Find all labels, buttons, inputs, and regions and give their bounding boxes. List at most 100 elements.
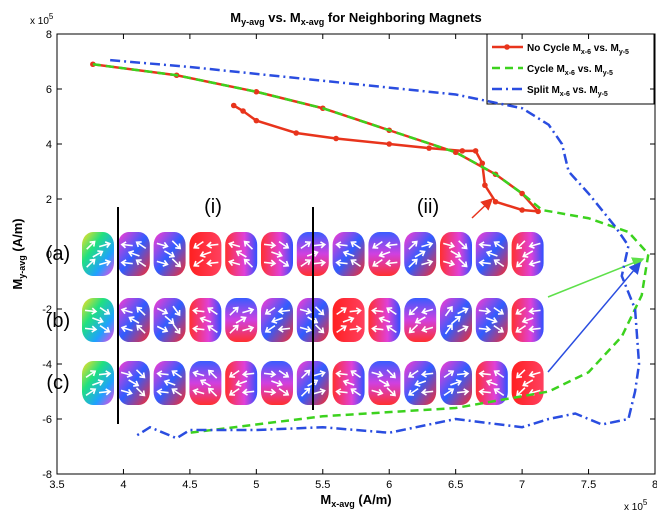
magnet-arrow xyxy=(457,307,469,315)
x-tick-label: 5 xyxy=(253,479,259,491)
magnet-arrow xyxy=(228,259,241,267)
magnet-arrow xyxy=(229,324,239,334)
magnet-arrow xyxy=(522,379,534,387)
magnet-arrow xyxy=(271,380,283,387)
point xyxy=(492,198,499,205)
magnet-arrow xyxy=(456,370,470,378)
magnet-arrow xyxy=(271,317,283,324)
magnet-arrow xyxy=(457,325,469,333)
magnet-arrow xyxy=(193,240,204,249)
magnet-arrow xyxy=(420,388,434,396)
y-tick-label: 0 xyxy=(46,249,52,261)
magnet-arrow xyxy=(313,241,327,249)
magnet-arrow xyxy=(193,258,204,267)
magnet-arrow xyxy=(271,251,283,258)
magnet-arrow xyxy=(92,379,104,386)
magnet-arrow xyxy=(99,241,112,249)
magnet-arrow xyxy=(192,307,205,315)
magnet-arrow xyxy=(306,250,319,257)
y-tick-label: 6 xyxy=(46,84,52,96)
magnet-arrow xyxy=(335,388,348,396)
legend-box xyxy=(486,33,655,105)
magnet-arrow xyxy=(164,315,175,325)
magnet-arrow xyxy=(164,250,176,258)
legend-text: No Cycle M xyxy=(527,43,581,54)
magnet-arrow xyxy=(521,317,534,324)
magnet-arrow xyxy=(156,259,169,267)
magnet-arrow xyxy=(314,306,325,316)
y-tick-label: 2 xyxy=(46,194,52,206)
magnet-arrow xyxy=(207,387,218,397)
magnet-arrow xyxy=(414,316,426,324)
point xyxy=(253,117,260,124)
magnet-arrow xyxy=(242,325,255,333)
magnet-arrow xyxy=(86,258,96,268)
magnet-arrow xyxy=(386,369,396,379)
magnet-arrow xyxy=(92,317,104,324)
x-tick-label: 3.5 xyxy=(49,479,64,491)
magnet-arrow xyxy=(99,259,112,267)
magnet-arrow xyxy=(156,325,169,333)
magnet-arrow xyxy=(456,388,470,396)
point xyxy=(482,182,488,189)
magnet-arrow xyxy=(163,379,176,386)
magnet-arrow xyxy=(371,370,384,378)
magnet-arrow xyxy=(336,307,347,316)
magnet-arrow xyxy=(478,388,491,396)
magnet-arrow xyxy=(528,259,541,267)
magnet-arrow xyxy=(493,306,505,315)
point xyxy=(535,208,541,215)
legend-label: No Cycle Mx-6 vs. My-5 xyxy=(527,43,629,56)
magnet-arrow xyxy=(192,325,205,333)
magnet-arrow xyxy=(408,258,418,268)
magnet-arrow xyxy=(493,370,505,379)
x-axis-label: Mx-avg (A/m) xyxy=(320,492,391,509)
x-tick-label: 4 xyxy=(120,479,126,491)
magnet-arrow xyxy=(207,307,218,316)
magnet-arrow xyxy=(458,240,468,250)
magnet-arrow xyxy=(264,306,276,315)
magnet-arrow xyxy=(478,241,491,249)
magnet-arrow xyxy=(277,325,291,333)
magnet-arrow xyxy=(263,259,277,267)
magnet-arrow xyxy=(407,369,419,378)
y-tick-label: -4 xyxy=(42,359,52,371)
magnet-arrow xyxy=(408,306,419,316)
magnet-arrow xyxy=(206,259,219,267)
magnet-arrow xyxy=(135,387,146,397)
magnet-arrow xyxy=(228,369,240,378)
magnet-arrow xyxy=(493,241,505,250)
magnet-arrow xyxy=(156,370,169,378)
magnet-arrow xyxy=(408,240,418,250)
magnet-arrow xyxy=(386,325,397,334)
magnet-arrow xyxy=(263,370,277,378)
magnet-arrow xyxy=(443,241,456,249)
x-tick-label: 5.5 xyxy=(315,479,330,491)
magnet-arrow xyxy=(235,250,247,258)
annotation: (i) xyxy=(204,196,222,218)
magnet-arrow xyxy=(120,370,133,378)
point xyxy=(479,160,486,167)
legend-label: Cycle Mx-6 vs. My-5 xyxy=(527,64,613,77)
magnet-arrow xyxy=(408,324,419,334)
magnet-arrow xyxy=(84,307,98,315)
magnet-arrow xyxy=(314,324,325,334)
series-line xyxy=(110,58,641,440)
magnet-arrow xyxy=(350,370,362,379)
x-tick-label: 6 xyxy=(386,479,392,491)
magnet-arrow xyxy=(156,388,169,396)
magnet-arrow xyxy=(493,259,505,268)
x-tick-label: 7.5 xyxy=(581,479,596,491)
magnet-arrow xyxy=(192,388,205,396)
magnet-arrow xyxy=(172,305,181,317)
magnet-arrow xyxy=(372,240,383,249)
magnet-arrow xyxy=(485,250,498,257)
magnet-arrow xyxy=(443,259,456,267)
magnet-arrow xyxy=(92,250,104,258)
y-tick-label: -8 xyxy=(42,469,52,481)
annotation: (c) xyxy=(46,372,69,394)
magnet-arrow xyxy=(342,250,355,257)
annotation: (ii) xyxy=(417,196,439,218)
y-tick-label: 4 xyxy=(46,139,52,151)
magnet-arrow xyxy=(378,379,390,387)
